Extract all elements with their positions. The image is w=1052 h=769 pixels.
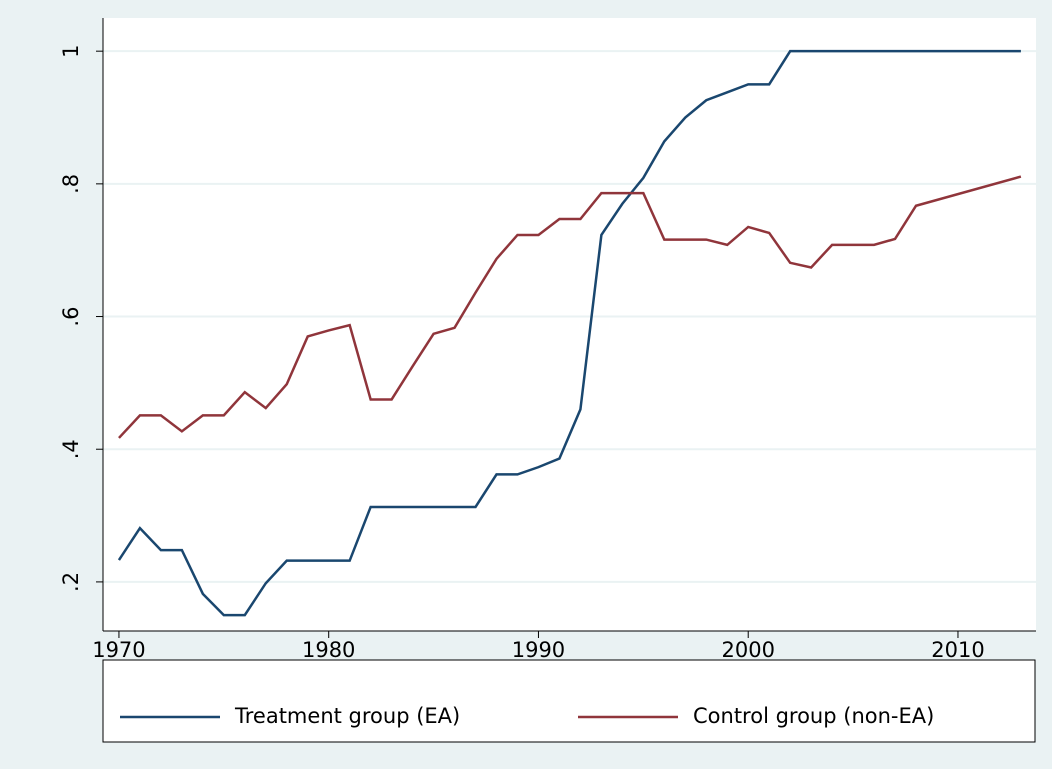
x-tick-label: 2000 — [721, 638, 774, 662]
legend — [102, 659, 1036, 743]
x-tick-label: 1970 — [92, 638, 145, 662]
x-tick-label: 1990 — [512, 638, 565, 662]
series-line — [118, 175, 1022, 439]
x-tick-label: 1980 — [302, 638, 355, 662]
y-tick-label: 1 — [59, 44, 83, 57]
y-tick-label: .2 — [59, 572, 83, 592]
legend-label: Treatment group (EA) — [234, 704, 460, 728]
legend-label: Control group (non-EA) — [693, 704, 934, 728]
x-tick-label: 2010 — [931, 638, 984, 662]
y-tick-label: .4 — [59, 439, 83, 459]
series-line — [117, 49, 1021, 617]
plot-area — [103, 18, 1036, 631]
y-tick-label: .6 — [59, 307, 83, 327]
y-tick-label: .8 — [59, 174, 83, 194]
